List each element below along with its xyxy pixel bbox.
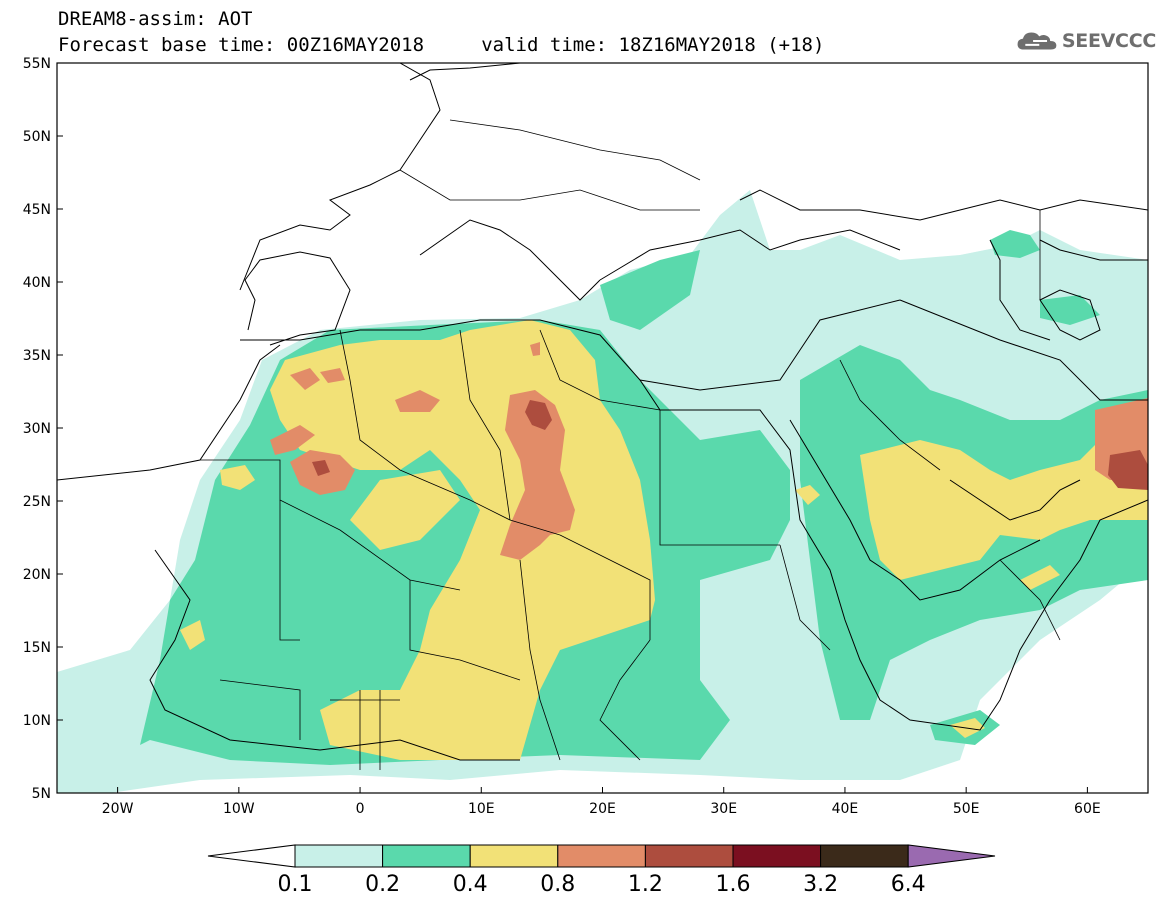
lon-label: 30E bbox=[710, 801, 737, 817]
lat-label: 55N bbox=[23, 56, 51, 72]
lat-axis: 55N 50N 45N 40N 35N 30N 25N 20N 15N 10N 5N bbox=[23, 56, 63, 802]
colorbar bbox=[207, 844, 996, 868]
colorbar-over-arrow bbox=[907, 844, 996, 868]
logo-text: SEEVCCC bbox=[1061, 30, 1156, 52]
colorbar-under-arrow bbox=[207, 844, 296, 868]
colorbar-segment bbox=[469, 844, 559, 868]
lat-label: 45N bbox=[23, 202, 51, 218]
aot-band-1.2 bbox=[312, 400, 1148, 490]
colorbar-segment bbox=[557, 844, 646, 868]
lon-label: 0 bbox=[356, 801, 365, 817]
lon-label: 50E bbox=[953, 801, 980, 817]
colorbar-label: 0.8 bbox=[540, 872, 576, 897]
colorbar-segment bbox=[294, 844, 384, 868]
lat-label: 50N bbox=[23, 129, 51, 145]
forecast-time-line: Forecast base time: 00Z16MAY2018 valid t… bbox=[58, 34, 825, 56]
colorbar-segment bbox=[732, 844, 822, 868]
coastlines bbox=[57, 63, 1148, 761]
lat-label: 25N bbox=[23, 494, 51, 510]
colorbar-label: 6.4 bbox=[890, 872, 926, 897]
lat-label: 20N bbox=[23, 567, 51, 583]
cloud-icon bbox=[1017, 32, 1057, 50]
colorbar-segment bbox=[820, 844, 909, 868]
lon-label: 10E bbox=[468, 801, 495, 817]
colorbar-label: 0.1 bbox=[277, 872, 313, 897]
lat-label: 40N bbox=[23, 275, 51, 291]
lon-label: 40E bbox=[832, 801, 859, 817]
colorbar-label: 1.6 bbox=[715, 872, 751, 897]
aot-shading bbox=[57, 190, 1148, 793]
lon-axis: 20W 10W 0 10E 20E 30E 40E 50E 60E bbox=[102, 787, 1101, 817]
country-borders bbox=[200, 119, 1061, 770]
colorbar-segment bbox=[382, 844, 471, 868]
lat-label: 30N bbox=[23, 421, 51, 437]
colorbar-label: 1.2 bbox=[627, 872, 663, 897]
lon-label: 10W bbox=[223, 801, 255, 817]
lat-label: 15N bbox=[23, 640, 51, 656]
colorbar-label: 0.2 bbox=[365, 872, 401, 897]
colorbar-label: 0.4 bbox=[452, 872, 488, 897]
lat-label: 5N bbox=[32, 786, 51, 802]
lon-label: 20W bbox=[102, 801, 134, 817]
lon-label: 20E bbox=[589, 801, 616, 817]
lat-label: 35N bbox=[23, 348, 51, 364]
map-title: DREAM8-assim: AOT bbox=[58, 8, 253, 30]
seevccc-logo: SEEVCCC bbox=[1016, 24, 1156, 58]
lon-label: 60E bbox=[1074, 801, 1101, 817]
colorbar-segment bbox=[644, 844, 734, 868]
colorbar-label: 3.2 bbox=[803, 872, 839, 897]
lat-label: 10N bbox=[23, 713, 51, 729]
